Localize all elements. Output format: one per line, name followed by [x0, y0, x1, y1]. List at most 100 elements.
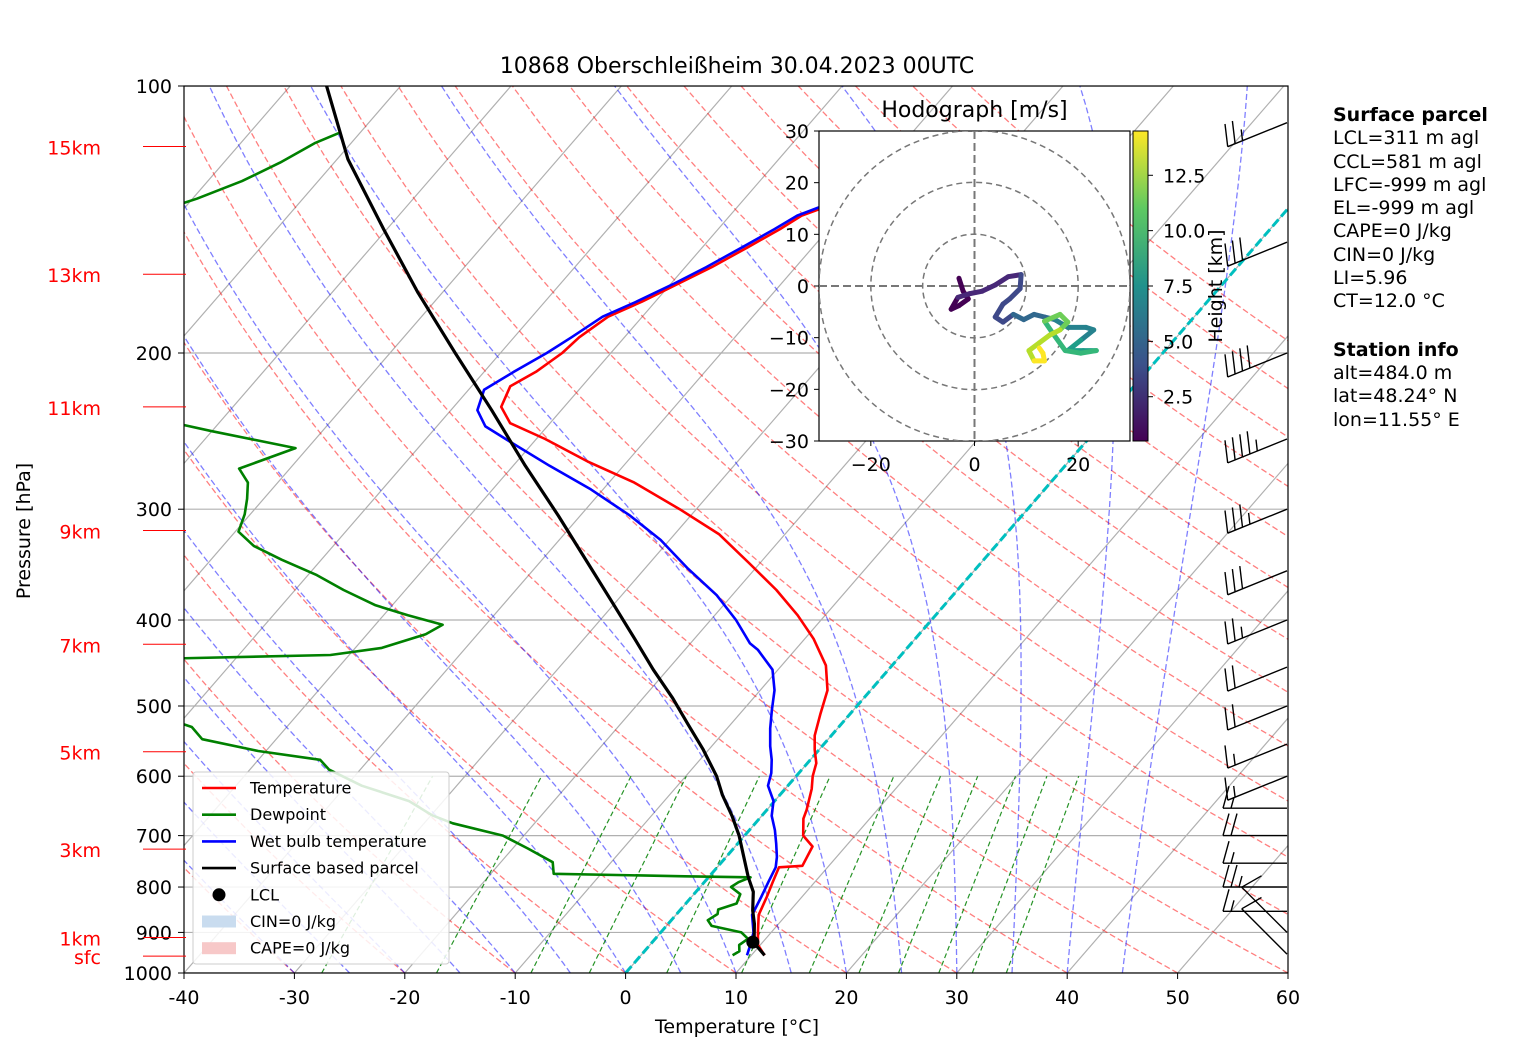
parcel-lcl: LCL=311 m agl: [1333, 127, 1480, 150]
profile-lines: [184, 86, 909, 957]
hodograph-trace: [1041, 311, 1063, 324]
wind-barb: [1224, 237, 1288, 267]
x-tick-label: 30: [945, 987, 969, 1009]
station-alt: alt=484.0 m: [1333, 361, 1453, 384]
station-title: Station info: [1333, 338, 1459, 361]
height-label: 9km: [59, 521, 101, 543]
wind-barb: [1222, 813, 1287, 837]
height-label: 7km: [59, 635, 101, 657]
x-tick-label: 10: [724, 987, 748, 1009]
wind-barb: [1241, 896, 1288, 955]
dry-adiabat: [340, 86, 1288, 916]
legend-swatch: [202, 915, 236, 928]
x-tick-label: 60: [1276, 987, 1300, 1009]
legend-lcl: LCL: [212, 885, 279, 904]
legend-label: CAPE=0 J/kg: [250, 939, 350, 958]
height-label: 5km: [59, 743, 101, 765]
mixing-ratio-line: [666, 775, 760, 973]
wind-barb: [1224, 618, 1288, 645]
legend-dewpoint: Dewpoint: [202, 805, 326, 824]
wind-barb: [1222, 864, 1287, 888]
colorbar-tick-label: 7.5: [1163, 276, 1193, 298]
mixing-ratio-line: [971, 775, 1048, 973]
moist-adiabat: [184, 740, 406, 973]
legend-label: Surface based parcel: [250, 859, 419, 878]
isotherm-gridline: [514, 86, 1285, 973]
y-tick-label: 600: [136, 766, 172, 788]
y-tick-label: 500: [136, 696, 172, 718]
dry-adiabat: [397, 86, 1288, 858]
x-tick-label: 40: [1055, 987, 1079, 1009]
parcel-line: [325, 86, 766, 957]
mixing-ratio-line: [588, 775, 687, 973]
legend-swatch: [202, 942, 236, 955]
isotherm-gridline: [184, 86, 402, 337]
chart-title: 10868 Oberschleißheim 30.04.2023 00UTC: [500, 54, 975, 79]
mixing-ratio-line: [435, 775, 543, 973]
parcel-cin: CIN=0 J/kg: [1333, 243, 1436, 266]
wetbulb-line: [476, 145, 903, 956]
hodograph-title: Hodograph [m/s]: [881, 98, 1067, 123]
wind-barbs: [1222, 120, 1288, 955]
legend-cape: CAPE=0 J/kg: [202, 939, 350, 958]
height-label: 13km: [47, 265, 101, 287]
hodograph-x-tick-label: 0: [968, 454, 980, 476]
wind-barb: [1222, 889, 1287, 912]
wind-barb: [1224, 665, 1288, 692]
moist-adiabat: [1121, 86, 1248, 973]
wind-barb: [1224, 504, 1288, 534]
x-tick-label: -30: [279, 987, 310, 1009]
parcel-ccl: CCL=581 m agl: [1333, 150, 1482, 173]
lcl-marker: [746, 935, 760, 949]
y-tick-label: 800: [136, 877, 172, 899]
isotherm-gridline: [1066, 717, 1288, 973]
dry-adiabat: [225, 86, 1178, 973]
legend-swatch: [212, 888, 226, 902]
height-label: 3km: [59, 840, 101, 862]
x-tick-label: -10: [500, 987, 531, 1009]
x-tick-label: 50: [1166, 987, 1190, 1009]
legend-label: CIN=0 J/kg: [250, 912, 336, 931]
mixing-ratio-line: [897, 775, 979, 973]
hodograph-trace: [992, 274, 1011, 288]
height-label: 11km: [47, 398, 101, 420]
dry-adiabat: [184, 553, 626, 973]
x-tick-label: -20: [389, 987, 420, 1009]
moist-adiabat: [184, 203, 737, 973]
moist-adiabat: [208, 86, 792, 973]
isotherm-gridline: [184, 86, 512, 465]
wind-barb: [1224, 704, 1288, 731]
wind-barb: [1224, 775, 1288, 801]
isotherm-gridline: [184, 86, 733, 720]
x-tick-label: 0: [620, 987, 632, 1009]
hodograph-trace: [1078, 327, 1097, 343]
hodograph-plot: [819, 131, 1130, 441]
x-tick-label: 20: [834, 987, 858, 1009]
parcel-ct: CT=12.0 °C: [1333, 290, 1445, 313]
moist-adiabat: [184, 440, 627, 973]
colorbar-tick-label: 5.0: [1163, 331, 1193, 353]
hodograph-trace: [1078, 348, 1099, 356]
colorbar-label: Height [km]: [1205, 229, 1227, 342]
hodograph-x-tick-label: −20: [851, 454, 891, 476]
dry-adiabat: [184, 230, 958, 973]
wind-barb: [1224, 743, 1288, 769]
isotherm-gridline: [845, 462, 1288, 973]
hodograph-y-tick-label: 0: [797, 276, 809, 298]
y-tick-label: 200: [136, 343, 172, 365]
parcel-title: Surface parcel: [1333, 104, 1488, 126]
height-label: 1km: [59, 929, 101, 951]
legend: Temperature Dewpoint Wet bulb temperature S…: [192, 771, 450, 965]
isotherm-gridline: [184, 86, 843, 847]
hodograph-trace: [1036, 345, 1046, 356]
x-axis-label: Temperature [°C]: [654, 1016, 819, 1038]
y-axis-label: Pressure [hPa]: [13, 463, 35, 599]
hodograph-trace: [1049, 330, 1068, 354]
moist-adiabat: [184, 606, 516, 973]
y-tick-label: 300: [136, 499, 172, 521]
hodograph-trace: [992, 301, 1006, 320]
hodograph-y-tick-label: 20: [785, 173, 809, 195]
legend-box: [192, 771, 450, 965]
wind-barb: [1224, 120, 1288, 148]
